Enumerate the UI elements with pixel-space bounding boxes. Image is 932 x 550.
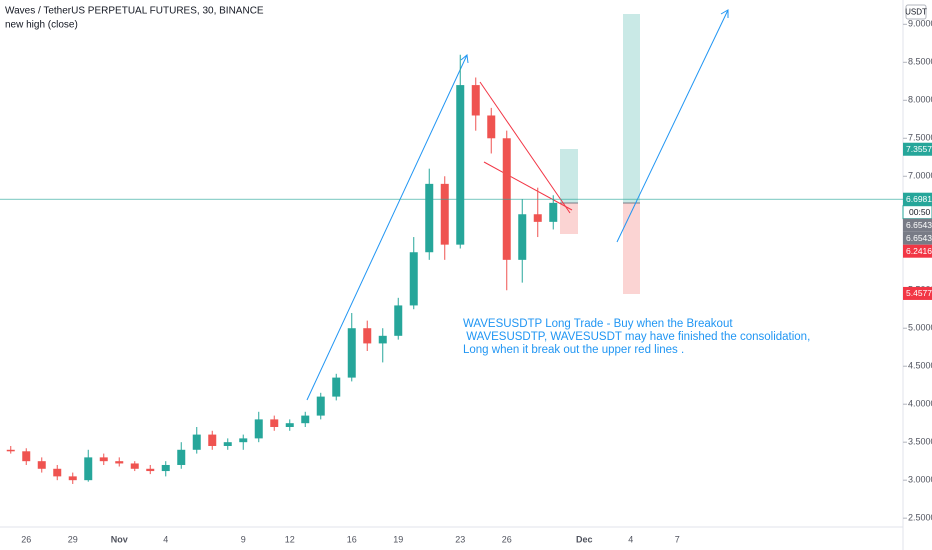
y-tick-label: 8.0000 — [908, 95, 932, 105]
candle-body — [549, 202, 558, 222]
currency-badge — [905, 4, 927, 20]
y-tick-label: 3.5000 — [908, 437, 932, 447]
candle-body — [208, 434, 217, 446]
candle-body — [22, 451, 31, 462]
y-tick-label: 3.0000 — [908, 475, 932, 485]
currency-label: USDT — [905, 8, 927, 17]
price-label: 6.6543 — [906, 233, 932, 243]
arrow-head — [460, 54, 469, 64]
candle-body — [301, 415, 310, 424]
x-tick-label: 26 — [21, 534, 31, 544]
candle-body — [440, 183, 449, 245]
long-target-zone — [560, 149, 578, 203]
long-target-zone — [623, 14, 640, 203]
x-tick-label: 12 — [285, 534, 295, 544]
resistance-line — [479, 81, 571, 214]
y-tick-label: 8.5000 — [908, 57, 932, 67]
x-tick-label: 4 — [628, 534, 633, 544]
y-tick-label: 4.5000 — [908, 361, 932, 371]
candle-body — [533, 214, 542, 222]
candle-body — [363, 328, 372, 344]
candle-body — [146, 468, 155, 472]
x-tick-label: 7 — [675, 534, 680, 544]
x-tick-label: 26 — [502, 534, 512, 544]
candle-body — [378, 335, 387, 344]
candle-body — [192, 434, 201, 450]
candle-body — [239, 438, 248, 443]
arrow-head — [720, 9, 729, 18]
candle-body — [53, 468, 62, 477]
candle-body — [254, 419, 263, 439]
countdown: 00:50 — [909, 207, 931, 217]
resistance-line — [483, 161, 573, 211]
x-tick-label: 19 — [393, 534, 403, 544]
x-tick-label: 29 — [68, 534, 78, 544]
x-tick-label: 4 — [163, 534, 168, 544]
price-label-box — [903, 244, 932, 258]
y-tick-label: 4.0000 — [908, 399, 932, 409]
candle-body — [84, 457, 93, 481]
price-label-box — [903, 218, 932, 232]
trend-line — [306, 54, 468, 401]
candle-body — [99, 457, 108, 462]
candle-body — [332, 377, 341, 397]
annotation-line: Long when it break out the upper red lin… — [463, 344, 684, 356]
candle-body — [37, 461, 46, 469]
y-tick-label: 9.0000 — [908, 19, 932, 29]
x-tick-label: Nov — [111, 534, 128, 544]
candle-body — [130, 463, 139, 469]
candle-body — [518, 214, 527, 260]
annotation-line: WAVESUSDTP Long Trade - Buy when the Bre… — [463, 318, 733, 330]
y-tick-label: 7.5000 — [908, 133, 932, 143]
price-label: 6.6981 — [906, 194, 932, 204]
y-tick-label: 5.0000 — [908, 323, 932, 333]
price-label: 5.4577 — [906, 288, 932, 298]
price-label-box — [903, 142, 932, 156]
candle-body — [68, 476, 77, 481]
candle-body — [6, 449, 15, 452]
candle-body — [471, 85, 480, 116]
y-tick-label: 7.0000 — [908, 171, 932, 181]
chart-title: Waves / TetherUS PERPETUAL FUTURES, 30, … — [5, 6, 264, 17]
long-stop-zone — [560, 203, 578, 234]
price-label-box — [903, 286, 932, 300]
trend-line — [616, 9, 729, 243]
candle-body — [409, 252, 418, 306]
price-label: 6.2416 — [906, 246, 932, 256]
x-tick-label: 16 — [347, 534, 357, 544]
candle-body — [425, 183, 434, 253]
candle-body — [223, 442, 232, 446]
price-label: 7.3557 — [906, 144, 932, 154]
candle-body — [347, 328, 356, 378]
price-label-box — [903, 231, 932, 245]
candle-body — [115, 461, 124, 464]
price-label: 6.6543 — [906, 220, 932, 230]
candle-body — [487, 115, 496, 139]
price-label-box — [903, 192, 932, 206]
annotation-line: WAVESUSDTP, WAVESUSDT may have finished … — [463, 331, 810, 343]
drawings — [306, 9, 729, 401]
candle-body — [394, 305, 403, 336]
candle-body — [285, 423, 294, 427]
candle-body — [270, 419, 279, 427]
candle-body — [161, 464, 170, 472]
x-tick-label: 23 — [455, 534, 465, 544]
x-tick-label: 9 — [241, 534, 246, 544]
candle-body — [456, 85, 465, 245]
y-tick-label: 2.5000 — [908, 513, 932, 523]
indicator-name: new high (close) — [5, 20, 78, 31]
long-stop-zone — [623, 203, 640, 294]
candle-body — [316, 396, 325, 416]
candle-body — [177, 449, 186, 465]
x-tick-label: Dec — [576, 534, 593, 544]
